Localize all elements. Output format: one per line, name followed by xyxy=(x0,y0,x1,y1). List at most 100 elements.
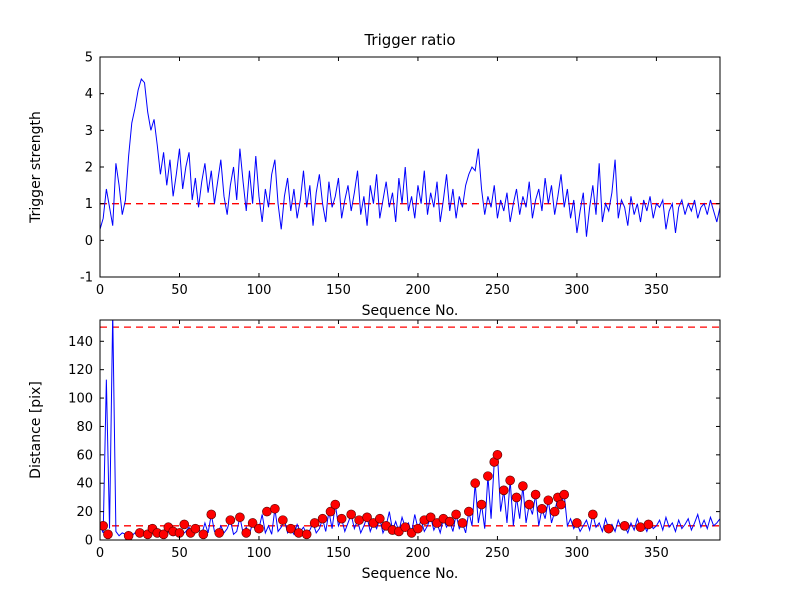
y-axis-label: Trigger strength xyxy=(28,111,44,224)
scatter-point xyxy=(498,485,509,496)
scatter-point xyxy=(179,519,190,530)
scatter-point xyxy=(103,529,113,540)
y-tick-label: 60 xyxy=(76,448,93,463)
axes-border xyxy=(99,56,721,278)
scatter-point xyxy=(346,509,356,520)
scatter-point xyxy=(425,512,436,523)
scatter-point xyxy=(476,499,487,510)
scatter-point xyxy=(511,492,522,503)
x-tick-label: 350 xyxy=(644,283,669,298)
scatter-point xyxy=(123,530,134,540)
scatter-point xyxy=(556,499,566,510)
scatter-point xyxy=(225,515,236,525)
y-tick-label: 3 xyxy=(85,124,93,139)
scatter-point xyxy=(285,523,296,534)
x-tick-label: 100 xyxy=(247,283,272,298)
axes-border xyxy=(99,319,721,541)
scatter-point xyxy=(413,523,423,534)
scatter-point xyxy=(588,509,598,520)
y-tick-label: 100 xyxy=(68,392,93,407)
scatter-point xyxy=(572,518,582,528)
x-axis-label: Sequence No. xyxy=(362,303,459,319)
x-tick-label: 350 xyxy=(644,546,669,561)
scatter-point xyxy=(619,521,630,531)
scatter-point xyxy=(530,489,541,500)
y-tick-label: 1 xyxy=(85,197,93,212)
y-tick-label: 0 xyxy=(85,234,93,249)
scatter-point xyxy=(235,512,245,523)
scatter-point xyxy=(317,513,328,524)
scatter-point xyxy=(293,528,304,538)
scatter-point xyxy=(158,529,169,540)
scatter-point xyxy=(537,503,547,514)
x-tick-label: 150 xyxy=(326,283,351,298)
y-tick-label: 140 xyxy=(68,335,93,350)
x-tick-label: 250 xyxy=(485,283,510,298)
y-tick-label: 80 xyxy=(76,420,93,435)
scatter-point xyxy=(543,495,554,506)
scatter-point xyxy=(524,499,535,510)
scatter-point xyxy=(643,519,654,530)
y-tick-label: 2 xyxy=(85,161,93,176)
scatter-point xyxy=(559,489,570,500)
scatter-point xyxy=(518,481,528,491)
y-tick-label: 40 xyxy=(76,477,93,492)
scatter-point xyxy=(330,499,341,510)
x-tick-label: 200 xyxy=(406,283,431,298)
scatter-point xyxy=(325,506,336,517)
y-axis-label: Distance [pix] xyxy=(28,381,44,479)
scatter-point xyxy=(134,528,145,538)
scatter-point xyxy=(492,450,503,460)
scatter-point xyxy=(464,506,474,517)
scatter-point xyxy=(270,503,280,514)
scatter-point xyxy=(603,523,614,534)
x-tick-label: 250 xyxy=(485,546,510,561)
scatter-point xyxy=(374,513,385,524)
y-tick-label: -1 xyxy=(80,271,93,286)
scatter-point xyxy=(444,516,455,527)
scatter-point xyxy=(301,529,312,540)
y-tick-label: 5 xyxy=(85,51,93,66)
y-tick-label: 4 xyxy=(85,87,93,102)
y-tick-label: 120 xyxy=(68,363,93,378)
scatter-point xyxy=(457,518,468,528)
scatter-point xyxy=(247,518,258,528)
scatter-point xyxy=(214,528,225,538)
x-tick-label: 50 xyxy=(171,283,188,298)
scatter-point xyxy=(100,521,108,531)
scatter-point xyxy=(254,523,264,534)
scatter-point xyxy=(309,518,320,528)
scatter-point xyxy=(362,512,372,523)
scatter-point xyxy=(470,478,480,489)
x-axis-label: Sequence No. xyxy=(362,566,459,582)
scatter-point xyxy=(336,513,347,524)
scatter-point xyxy=(198,529,209,540)
y-tick-label: 0 xyxy=(85,534,93,549)
subplot-2: 0 50 100 150 200 250 300 350 0 20 40 60 80 100 120 140 S… xyxy=(28,319,721,582)
x-tick-label: 100 xyxy=(247,546,272,561)
scatter-point xyxy=(241,528,252,538)
distance-line xyxy=(100,320,720,537)
scatter-point xyxy=(549,506,560,517)
scatter-point xyxy=(483,471,493,481)
x-tick-label: 50 xyxy=(171,546,188,561)
scatter-point xyxy=(262,506,272,517)
scatter-point xyxy=(451,509,461,520)
scatter-point xyxy=(505,475,515,486)
x-tick-label: 0 xyxy=(96,283,104,298)
scatter-point xyxy=(354,515,364,525)
x-tick-label: 150 xyxy=(326,546,351,561)
x-tick-label: 0 xyxy=(96,546,104,561)
scatter-point xyxy=(278,515,288,525)
scatter-point xyxy=(190,523,201,534)
scatter-point xyxy=(400,522,411,533)
scatter-point xyxy=(206,509,217,520)
trigger-strength-line xyxy=(100,77,720,237)
chart-title: Trigger ratio xyxy=(363,31,455,49)
x-tick-label: 300 xyxy=(565,283,590,298)
x-tick-label: 300 xyxy=(565,546,590,561)
y-tick-label: 20 xyxy=(76,505,93,520)
